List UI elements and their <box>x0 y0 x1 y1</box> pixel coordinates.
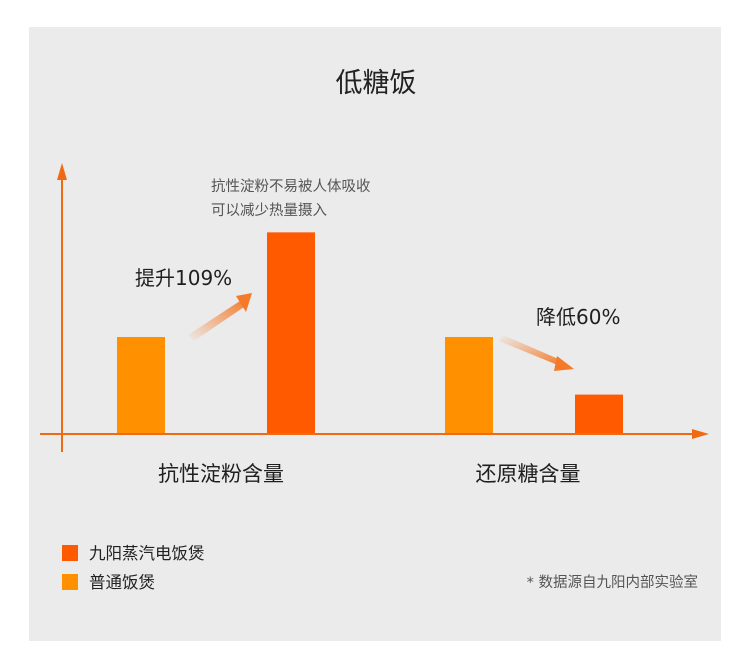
decrease-annotation: 降低60% <box>536 305 620 329</box>
legend-swatch-jiuyang <box>62 545 78 561</box>
bar-normal-0 <box>117 337 165 433</box>
note-line-2: 可以减少热量摄入 <box>211 202 327 219</box>
trend-arrows <box>188 293 574 371</box>
axes <box>40 163 709 452</box>
x-tick-labels: 抗性淀粉含量 还原糖含量 <box>158 462 581 486</box>
x-tick-label-1: 还原糖含量 <box>476 462 581 486</box>
note-line-1: 抗性淀粉不易被人体吸收 <box>211 178 371 195</box>
legend: 九阳蒸汽电饭煲 普通饭煲 <box>62 544 205 592</box>
legend-label-normal: 普通饭煲 <box>89 573 155 592</box>
y-axis-arrow <box>57 163 67 180</box>
x-axis-arrow <box>692 429 709 439</box>
chart-title: 低糖饭 <box>336 68 417 99</box>
chart-card <box>29 27 721 641</box>
bar-normal-1 <box>445 337 493 433</box>
bar-jiuyang-0 <box>267 232 315 433</box>
increase-annotation: 提升109% <box>135 266 232 290</box>
bar-jiuyang-1 <box>575 394 623 433</box>
bars <box>117 232 623 433</box>
x-tick-label-0: 抗性淀粉含量 <box>158 462 284 486</box>
decrease-arrow <box>499 335 574 371</box>
legend-swatch-normal <box>62 574 78 590</box>
footnote: * 数据源自九阳内部实验室 <box>527 574 698 591</box>
legend-label-jiuyang: 九阳蒸汽电饭煲 <box>89 544 205 563</box>
increase-arrow <box>188 293 252 341</box>
